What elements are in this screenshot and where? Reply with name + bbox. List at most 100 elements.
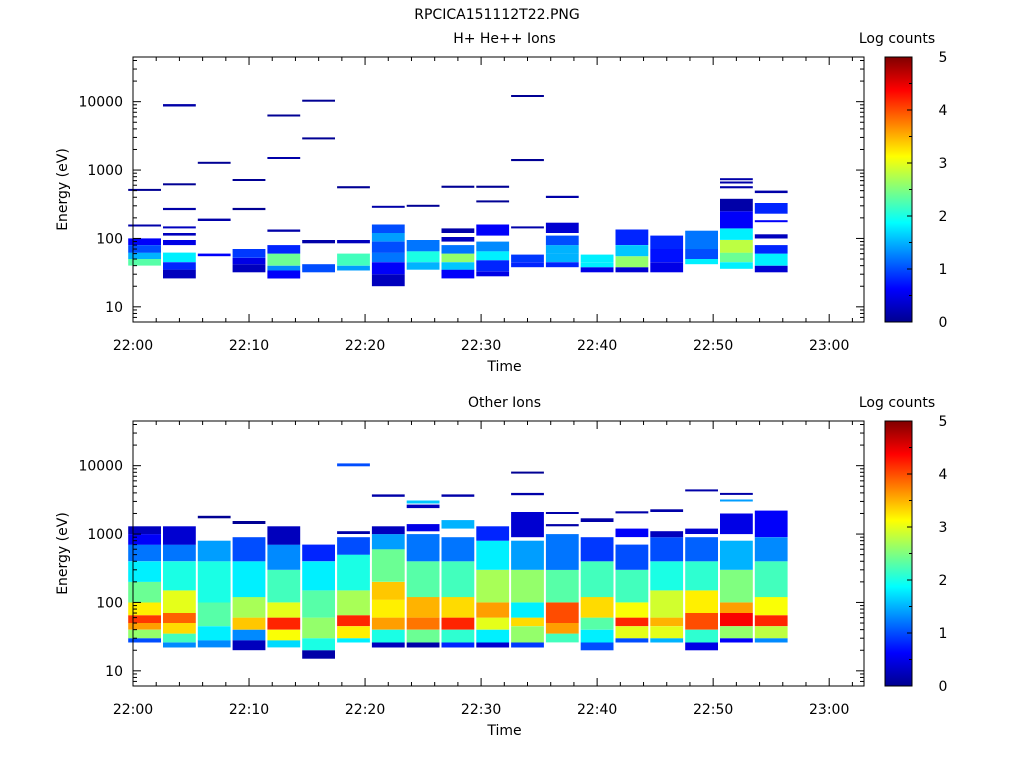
y-axis-label: Energy (eV)	[55, 148, 71, 231]
spectrogram-cell	[406, 251, 440, 263]
spectrogram-cell	[128, 252, 161, 259]
x-tick-label: 22:00	[113, 338, 153, 354]
spectrogram-cell	[267, 526, 301, 545]
spectrogram-cell	[163, 240, 196, 246]
colorbar-tick-label: 3	[939, 520, 948, 536]
spectrogram-cell	[580, 629, 614, 643]
spectrogram-cell	[302, 650, 335, 659]
spectrogram-cell	[337, 537, 370, 555]
spectrogram-cell	[232, 640, 266, 651]
x-tick-label: 22:00	[113, 702, 153, 718]
spectrogram-cell	[163, 104, 196, 107]
spectrogram-cell	[232, 179, 266, 181]
spectrogram-cell	[128, 581, 161, 603]
spectrogram-cell	[754, 561, 788, 598]
spectrogram-cell	[337, 240, 370, 244]
spectrogram-cell	[406, 561, 440, 598]
colorbar-tick-label: 0	[939, 315, 948, 331]
spectrogram-cell	[720, 228, 753, 240]
spectrogram-cell	[128, 561, 161, 582]
colorbar-tick-label: 4	[939, 103, 948, 119]
spectrogram-cell	[232, 629, 266, 641]
spectrogram-cell	[685, 537, 718, 562]
spectrogram-cell	[615, 229, 649, 245]
spectrogram-cell	[476, 251, 510, 261]
spectrogram-cell	[232, 249, 266, 258]
spectrogram-cell	[441, 561, 475, 598]
x-tick-label: 22:40	[577, 338, 617, 354]
spectrogram-cell	[650, 561, 684, 591]
spectrogram-cell	[580, 262, 614, 268]
spectrogram-cell	[441, 245, 475, 254]
spectrogram-cell	[337, 531, 370, 534]
spectrogram-cells	[128, 95, 788, 287]
x-axis-label: Time	[486, 359, 521, 375]
spectrogram-cell	[267, 229, 301, 232]
spectrogram-cell	[720, 569, 753, 603]
colorbar-tick-label: 5	[939, 50, 948, 66]
spectrogram-cell	[754, 537, 788, 562]
spectrogram-cell	[267, 640, 301, 648]
spectrogram-cell	[685, 590, 718, 613]
spectrogram-cell	[163, 233, 196, 236]
spectrogram-cell	[476, 526, 510, 541]
spectrogram-cell	[302, 137, 335, 140]
spectrogram-cell	[650, 638, 684, 643]
spectrogram-cell	[406, 504, 440, 509]
spectrogram-cell	[754, 203, 788, 214]
spectrogram-cell	[267, 569, 301, 603]
spectrogram-cell	[580, 254, 614, 263]
spectrogram-cells	[128, 463, 788, 659]
spectrogram-cell	[441, 520, 475, 529]
spectrogram-cell	[441, 185, 475, 188]
spectrogram-cell	[720, 262, 753, 269]
spectrogram-cell	[511, 602, 544, 618]
colorbar: Log counts 0 1 2 3 4 5	[859, 395, 948, 695]
x-axis-label: Time	[486, 723, 521, 739]
spectrogram-cell	[197, 161, 231, 164]
spectrogram-cell	[615, 528, 649, 538]
spectrogram-cell	[685, 249, 718, 259]
spectrogram-cell	[371, 494, 405, 497]
x-tick-label: 22:30	[461, 338, 501, 354]
spectrogram-cell	[685, 629, 718, 643]
spectrogram-cell	[615, 626, 649, 639]
spectrogram-cell	[406, 204, 440, 207]
spectrogram-cell	[685, 613, 718, 630]
spectrogram-cell	[441, 262, 475, 270]
spectrogram-cell	[720, 492, 753, 495]
y-tick-label: 1000	[87, 163, 123, 179]
spectrogram-cell	[545, 262, 579, 268]
spectrogram-cell	[197, 626, 231, 641]
spectrogram-cell	[197, 218, 231, 221]
spectrogram-cell	[267, 114, 301, 117]
colorbar-tick-label: 2	[939, 573, 948, 589]
spectrogram-cell	[371, 274, 405, 287]
spectrogram-cell	[476, 241, 510, 252]
spectrogram-cell	[511, 492, 544, 496]
colorbar-tick-label: 1	[939, 262, 948, 278]
spectrogram-cell	[685, 561, 718, 591]
spectrogram-cell	[371, 241, 405, 253]
spectrogram-cell	[128, 526, 161, 535]
spectrogram-cell	[650, 537, 684, 562]
spectrogram-cell	[720, 613, 753, 627]
spectrogram-cell	[545, 633, 579, 643]
spectrogram-cell	[337, 615, 370, 627]
spectrogram-cell	[511, 512, 544, 538]
x-tick-label: 22:50	[693, 338, 733, 354]
spectrogram-cell	[545, 195, 579, 198]
spectrogram-cell	[163, 633, 196, 643]
spectrogram-cell	[337, 590, 370, 616]
x-tick-label: 22:20	[345, 702, 385, 718]
spectrogram-cell	[371, 581, 405, 600]
spectrogram-cell	[163, 226, 196, 229]
y-tick-label: 100	[96, 595, 123, 611]
spectrogram-cell	[511, 95, 544, 97]
spectrogram-cell	[163, 207, 196, 211]
colorbar-gradient	[884, 56, 913, 323]
spectrogram-cell	[476, 271, 510, 277]
spectrogram-cell	[720, 181, 753, 184]
